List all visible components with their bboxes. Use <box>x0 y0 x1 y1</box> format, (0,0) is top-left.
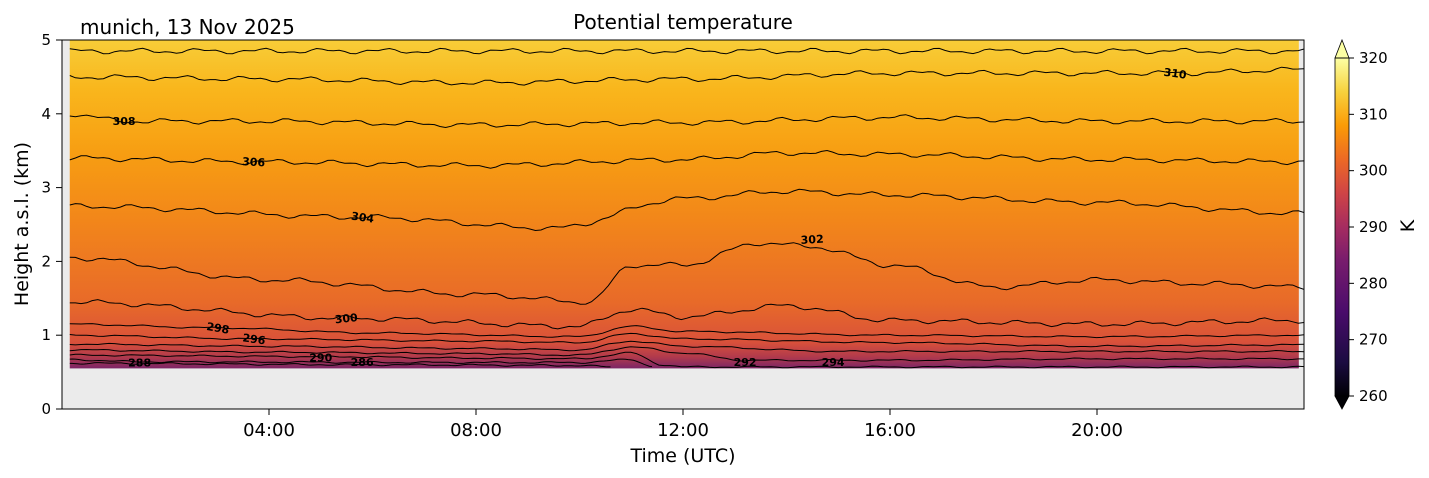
contour-line <box>69 340 1304 353</box>
contour-label: 296 <box>242 331 267 347</box>
colorbar-tick-label: 290 <box>1359 218 1388 236</box>
y-tick-label: 5 <box>41 31 51 49</box>
chart-subtitle: munich, 13 Nov 2025 <box>80 15 295 39</box>
x-tick-label: 20:00 <box>1071 420 1123 441</box>
contour-line <box>69 47 1304 55</box>
x-axis-ticks: 04:00 08:00 12:00 16:00 20:00 <box>243 409 1123 441</box>
chart-title: Potential temperature <box>573 10 793 34</box>
colorbar-tick-label: 280 <box>1359 274 1388 292</box>
contour-line <box>69 114 1304 129</box>
contour-label: 306 <box>242 155 266 169</box>
colorbar-tick-label: 260 <box>1359 387 1388 405</box>
colorbar-tick-label: 320 <box>1359 49 1388 67</box>
x-axis-label: Time (UTC) <box>629 445 735 467</box>
contour-label: 290 <box>309 351 332 364</box>
contour-label: 292 <box>734 356 757 369</box>
x-tick-label: 12:00 <box>657 420 709 441</box>
x-tick-label: 04:00 <box>243 420 295 441</box>
temperature-field <box>69 40 1299 369</box>
contour-line <box>69 332 1304 348</box>
x-tick-label: 16:00 <box>864 420 916 441</box>
contour-label: 310 <box>1163 66 1188 82</box>
y-axis-ticks: 0 1 2 3 4 5 <box>41 31 62 418</box>
x-tick-label: 08:00 <box>450 420 502 441</box>
colorbar-tick-label: 270 <box>1359 331 1388 349</box>
colorbar-extend-top <box>1334 38 1350 59</box>
contour-label: 300 <box>334 311 359 326</box>
colorbar-tick-label: 310 <box>1359 105 1388 123</box>
contour-line <box>69 358 653 368</box>
y-tick-label: 1 <box>41 326 51 344</box>
contour-label: 288 <box>128 357 151 370</box>
colorbar-extend-bottom <box>1334 395 1350 410</box>
y-tick-label: 3 <box>41 179 51 197</box>
y-axis-label: Height a.s.l. (km) <box>11 142 33 306</box>
contour-label: 304 <box>350 210 375 226</box>
colorbar-label: K <box>1397 219 1419 232</box>
contour-line <box>69 351 1304 369</box>
y-tick-label: 0 <box>41 400 51 418</box>
contour-line <box>69 242 1304 305</box>
y-tick-label: 4 <box>41 105 51 123</box>
colorbar: 260 270 280 290 300 310 320 K <box>1334 38 1419 410</box>
y-tick-label: 2 <box>41 252 51 270</box>
contour-label: 294 <box>822 356 845 369</box>
contour-line <box>69 323 1304 339</box>
contour-line <box>69 362 611 368</box>
contour-label: 286 <box>351 356 374 369</box>
contour-line <box>69 346 1304 362</box>
contour-label: 302 <box>800 233 824 247</box>
contour-lines <box>69 47 1304 369</box>
colorbar-gradient <box>1335 58 1349 396</box>
colorbar-tick-label: 300 <box>1359 162 1388 180</box>
contour-line <box>69 66 1304 86</box>
contour-labels: 310 308 306 304 302 300 298 296 290 286 288 292 294 <box>113 66 1188 370</box>
contour-label: 298 <box>205 320 230 337</box>
contour-line <box>69 188 1304 232</box>
contour-label: 308 <box>113 115 136 128</box>
colorbar-ticks: 260 270 280 290 300 310 320 <box>1349 49 1388 405</box>
contour-line <box>69 149 1304 169</box>
contour-line <box>69 299 1304 330</box>
plot-area: 310 308 306 304 302 300 298 296 290 286 288 292 294 <box>61 39 1305 410</box>
